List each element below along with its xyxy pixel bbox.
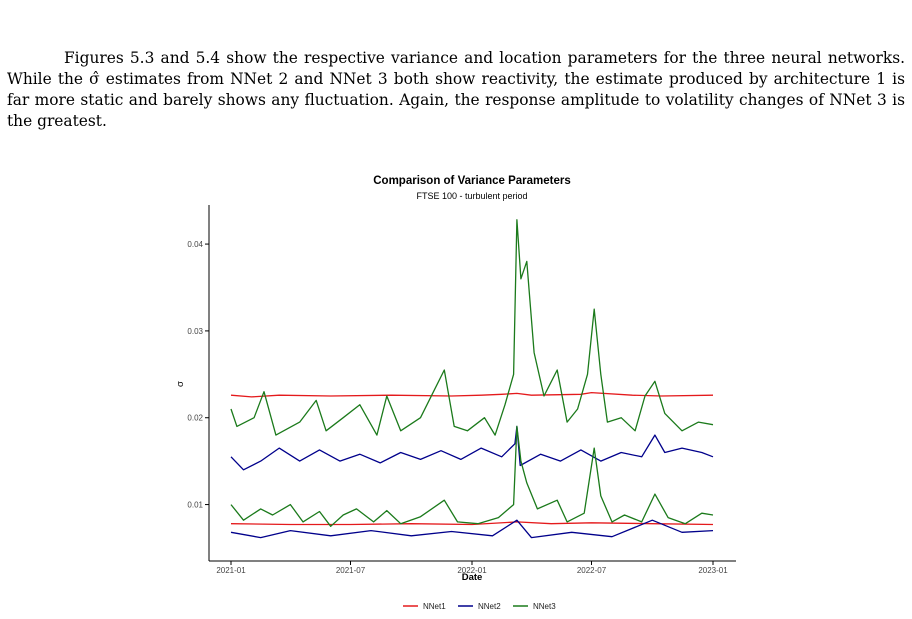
y-tick-label: 0.04 xyxy=(187,240,203,249)
series-line-nnet1-upper xyxy=(230,391,714,398)
series-line-nnet3-upper xyxy=(230,219,714,436)
x-tick-label: 2022-07 xyxy=(577,566,607,575)
paragraph-text: Figures 5.3 and 5.4 show the respective … xyxy=(7,49,905,130)
y-ticks: 0.01 0.02 0.03 0.04 xyxy=(187,240,209,510)
variance-chart: Comparison of Variance Parameters FTSE 1… xyxy=(175,175,736,611)
x-axis-label: Date xyxy=(462,572,483,583)
legend: NNet1 NNet2 NNet3 xyxy=(403,602,556,611)
series-line-nnet2-upper xyxy=(230,425,714,471)
legend-label-nnet3: NNet3 xyxy=(533,602,556,611)
x-tick-label: 2021-07 xyxy=(336,566,366,575)
series-line-nnet3-lower xyxy=(230,425,714,527)
y-tick-label: 0.03 xyxy=(187,327,203,336)
x-tick-label: 2023-01 xyxy=(698,566,728,575)
chart-title: Comparison of Variance Parameters xyxy=(373,175,571,187)
legend-label-nnet1: NNet1 xyxy=(423,602,446,611)
y-axis-label: σ xyxy=(175,381,186,387)
x-ticks: 2021-01 2021-07 2022-01 2022-07 2023-01 xyxy=(216,561,728,575)
x-tick-label: 2021-01 xyxy=(216,566,246,575)
series-line-nnet1-lower xyxy=(230,521,714,526)
body-paragraph: Figures 5.3 and 5.4 show the respective … xyxy=(7,48,905,132)
y-tick-label: 0.01 xyxy=(187,501,203,510)
legend-label-nnet2: NNet2 xyxy=(478,602,501,611)
series-line-nnet2-lower xyxy=(230,519,714,539)
x-tick-label: 2022-01 xyxy=(457,566,487,575)
chart-subtitle: FTSE 100 - turbulent period xyxy=(416,191,527,201)
y-tick-label: 0.02 xyxy=(187,414,203,423)
plot-lines xyxy=(230,219,714,539)
